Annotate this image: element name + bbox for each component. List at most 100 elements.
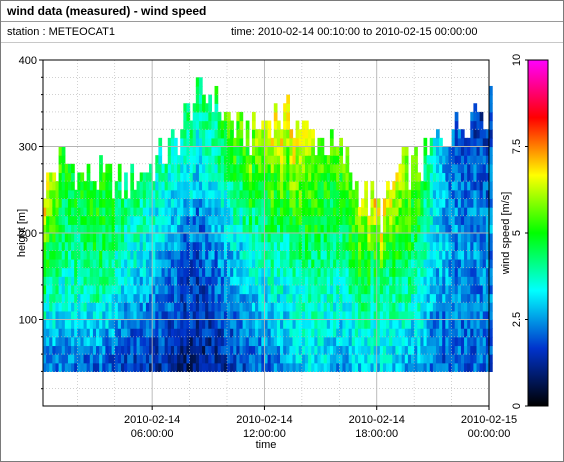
heatmap-cell bbox=[58, 207, 63, 217]
heatmap-cell bbox=[317, 137, 322, 148]
heatmap-cell bbox=[173, 189, 178, 199]
heatmap-cell bbox=[326, 362, 331, 372]
heatmap-cell bbox=[245, 198, 250, 208]
heatmap-cell bbox=[214, 233, 219, 243]
heatmap-cell bbox=[202, 198, 206, 208]
heatmap-cell bbox=[295, 319, 300, 329]
heatmap-cell bbox=[161, 362, 166, 372]
heatmap-cell bbox=[239, 129, 244, 139]
heatmap-cell bbox=[270, 215, 275, 225]
heatmap-cell bbox=[445, 328, 450, 338]
heatmap-cell bbox=[167, 215, 172, 225]
heatmap-cell bbox=[276, 354, 281, 364]
heatmap-cell bbox=[239, 198, 244, 208]
heatmap-cell bbox=[289, 224, 294, 234]
heatmap-cell bbox=[267, 302, 272, 312]
heatmap-cell bbox=[439, 215, 443, 225]
heatmap-cell bbox=[242, 267, 247, 277]
heatmap-cell bbox=[485, 155, 490, 165]
heatmap-cell bbox=[105, 198, 110, 208]
heatmap-cell bbox=[67, 310, 72, 321]
heatmap-cell bbox=[102, 310, 106, 321]
heatmap-cell bbox=[270, 172, 275, 182]
heatmap-cell bbox=[320, 362, 325, 372]
heatmap-cell bbox=[233, 267, 237, 277]
heatmap-cell bbox=[414, 224, 418, 234]
heatmap-cell bbox=[476, 319, 481, 329]
heatmap-cell bbox=[392, 258, 397, 269]
heatmap-cell bbox=[298, 258, 303, 269]
heatmap-cell bbox=[189, 172, 194, 182]
heatmap-cell bbox=[339, 146, 344, 156]
heatmap-cell bbox=[392, 181, 397, 191]
heatmap-cell bbox=[423, 284, 428, 295]
heatmap-cell bbox=[420, 207, 425, 217]
heatmap-cell bbox=[411, 163, 415, 174]
heatmap-cell bbox=[389, 207, 393, 217]
heatmap-cell bbox=[220, 146, 225, 156]
heatmap-cell bbox=[485, 198, 490, 208]
heatmap-cell bbox=[245, 319, 250, 329]
heatmap-cell bbox=[264, 146, 269, 156]
heatmap-cell bbox=[99, 207, 103, 217]
heatmap-cell bbox=[320, 224, 325, 234]
heatmap-cell bbox=[351, 267, 356, 277]
heatmap-cell bbox=[145, 293, 150, 303]
heatmap-cell bbox=[485, 207, 490, 217]
heatmap-cell bbox=[117, 267, 122, 277]
heatmap-cell bbox=[273, 172, 278, 182]
heatmap-cell bbox=[267, 146, 272, 156]
heatmap-cell bbox=[264, 284, 269, 295]
heatmap-cell bbox=[217, 172, 222, 182]
heatmap-cell bbox=[401, 163, 406, 174]
heatmap-cell bbox=[304, 362, 309, 372]
heatmap-cell bbox=[448, 207, 453, 217]
heatmap-cell bbox=[267, 241, 272, 251]
heatmap-cell bbox=[451, 215, 456, 225]
heatmap-cell bbox=[273, 284, 278, 295]
heatmap-cell bbox=[77, 354, 82, 364]
heatmap-cell bbox=[460, 336, 465, 347]
heatmap-cell bbox=[77, 241, 82, 251]
heatmap-cell bbox=[192, 302, 197, 312]
heatmap-cell bbox=[264, 172, 269, 182]
heatmap-cell bbox=[417, 233, 421, 243]
heatmap-cell bbox=[117, 163, 122, 174]
heatmap-cell bbox=[142, 198, 147, 208]
heatmap-cell bbox=[67, 215, 72, 225]
heatmap-cell bbox=[389, 215, 393, 225]
heatmap-cell bbox=[61, 362, 66, 372]
heatmap-cell bbox=[389, 328, 393, 338]
heatmap-cell bbox=[351, 362, 356, 372]
heatmap-cell bbox=[429, 302, 434, 312]
heatmap-cell bbox=[283, 111, 287, 122]
heatmap-cell bbox=[320, 215, 325, 225]
heatmap-cell bbox=[211, 224, 216, 234]
heatmap-cell bbox=[479, 267, 484, 277]
heatmap-cell bbox=[52, 345, 57, 355]
heatmap-cell bbox=[173, 345, 178, 355]
heatmap-cell bbox=[111, 233, 116, 243]
heatmap-cell bbox=[308, 172, 312, 182]
heatmap-cell bbox=[71, 319, 75, 329]
heatmap-cell bbox=[454, 293, 459, 303]
heatmap-cell bbox=[214, 94, 219, 104]
heatmap-cell bbox=[398, 250, 403, 260]
heatmap-cell bbox=[489, 276, 493, 286]
heatmap-cell bbox=[245, 137, 250, 148]
heatmap-cell bbox=[464, 354, 468, 364]
heatmap-cell bbox=[276, 276, 281, 286]
heatmap-cell bbox=[370, 233, 375, 243]
heatmap-cell bbox=[333, 362, 337, 372]
heatmap-cell bbox=[192, 155, 197, 165]
heatmap-cell bbox=[117, 336, 122, 347]
heatmap-cell bbox=[183, 189, 188, 199]
colorbar-ticks: 02.557.510 bbox=[511, 54, 528, 409]
heatmap-cell bbox=[432, 276, 437, 286]
heatmap-cell bbox=[211, 155, 216, 165]
heatmap-cell bbox=[189, 233, 194, 243]
heatmap-cell bbox=[71, 207, 75, 217]
heatmap-cell bbox=[133, 319, 138, 329]
heatmap-cell bbox=[233, 276, 237, 286]
heatmap-cell bbox=[89, 267, 94, 277]
